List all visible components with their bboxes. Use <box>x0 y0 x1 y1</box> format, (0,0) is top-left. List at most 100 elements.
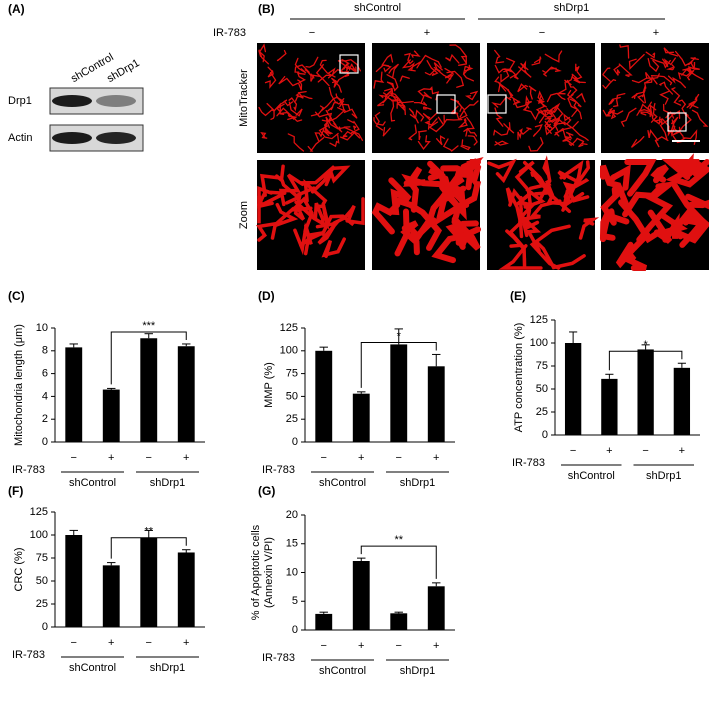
mito-texture <box>494 49 505 64</box>
mito-texture <box>388 63 400 78</box>
mito-texture <box>562 135 575 146</box>
mito-texture <box>658 116 663 125</box>
mito-texture <box>524 95 530 110</box>
mito-texture <box>274 174 316 198</box>
mito-texture <box>407 61 422 72</box>
group-label: shDrp1 <box>646 470 681 482</box>
mito-texture <box>554 105 566 126</box>
mito-texture <box>321 107 346 123</box>
zoom-box <box>339 54 359 74</box>
y-tick-label: 0 <box>42 436 48 448</box>
mito-texture <box>424 118 438 130</box>
mito-texture <box>341 130 354 138</box>
error-bar <box>319 346 328 351</box>
mito-texture <box>295 90 307 99</box>
mito-texture <box>689 93 700 109</box>
y-tick-label: 0 <box>292 624 298 636</box>
bar <box>390 613 408 630</box>
error-bar <box>182 343 191 347</box>
mito-texture <box>689 56 699 64</box>
mito-texture <box>324 165 351 187</box>
micrograph <box>371 156 484 270</box>
mito-texture <box>562 181 590 203</box>
mito-texture <box>565 131 574 139</box>
group-label: shControl <box>354 2 401 14</box>
mito-texture <box>426 60 439 77</box>
treatment-sign: − <box>309 27 315 39</box>
mito-texture <box>491 96 512 108</box>
bar <box>140 537 158 627</box>
mito-texture <box>374 111 384 131</box>
x-tick-label: + <box>108 637 114 649</box>
mito-texture <box>650 164 669 184</box>
mito-texture <box>272 202 299 228</box>
mito-texture <box>682 67 704 81</box>
row-label: IR-783 <box>262 464 295 476</box>
y-tick-label: 6 <box>42 368 48 380</box>
mito-texture <box>445 53 460 64</box>
bar <box>65 347 83 442</box>
mito-texture <box>516 187 546 209</box>
mito-texture <box>444 67 455 84</box>
mito-texture <box>602 78 617 90</box>
mito-texture <box>371 201 401 235</box>
mito-texture <box>325 116 339 130</box>
mito-texture <box>422 111 438 121</box>
error-bar <box>569 331 578 343</box>
mito-texture <box>563 113 572 125</box>
mito-texture <box>458 55 467 66</box>
mito-texture <box>666 64 676 71</box>
error-bar <box>394 611 403 614</box>
group-label: shControl <box>319 665 366 677</box>
mito-texture <box>417 135 431 150</box>
bar <box>427 366 445 442</box>
mito-texture <box>375 64 392 73</box>
mito-texture <box>390 99 396 122</box>
group-label: shDrp1 <box>400 477 435 489</box>
mito-texture <box>559 160 584 212</box>
mito-texture <box>332 204 356 225</box>
mito-texture <box>400 220 420 256</box>
mito-texture <box>508 206 526 248</box>
mito-texture <box>670 87 682 106</box>
significance-bracket <box>608 350 683 371</box>
mito-texture <box>659 90 670 105</box>
bar <box>102 565 120 627</box>
significance-bracket <box>110 331 187 385</box>
treatment-sign: + <box>424 27 430 39</box>
mito-texture <box>605 107 615 117</box>
mito-texture <box>543 67 557 77</box>
mito-texture <box>294 64 310 73</box>
mito-texture <box>619 44 630 59</box>
mito-texture <box>327 68 350 79</box>
y-tick-label: 2 <box>42 413 48 425</box>
bar <box>140 338 158 442</box>
mito-texture <box>568 137 585 147</box>
mito-texture <box>294 57 307 74</box>
mito-texture <box>378 89 392 99</box>
mito-texture <box>338 126 346 131</box>
blot-band <box>52 132 92 144</box>
mito-texture <box>650 102 658 123</box>
mito-texture <box>456 229 473 247</box>
mito-texture <box>442 138 459 152</box>
mito-texture <box>314 111 333 121</box>
mito-texture <box>410 50 421 58</box>
y-tick-label: 8 <box>42 345 48 357</box>
group-label: shDrp1 <box>150 477 185 489</box>
x-tick-label: + <box>433 640 439 652</box>
treatment-sign: + <box>653 27 659 39</box>
x-tick-label: − <box>396 640 402 652</box>
panel-label: (A) <box>8 2 25 16</box>
mito-texture <box>647 57 660 73</box>
mito-texture <box>535 101 546 124</box>
error-bar <box>144 529 153 538</box>
mito-texture <box>352 125 357 131</box>
mito-texture <box>578 217 600 240</box>
mito-texture <box>557 160 591 185</box>
micrograph <box>372 43 480 153</box>
y-tick-label: 4 <box>42 390 48 402</box>
x-tick-label: − <box>321 640 327 652</box>
mito-texture <box>417 130 427 141</box>
x-tick-label: − <box>71 637 77 649</box>
